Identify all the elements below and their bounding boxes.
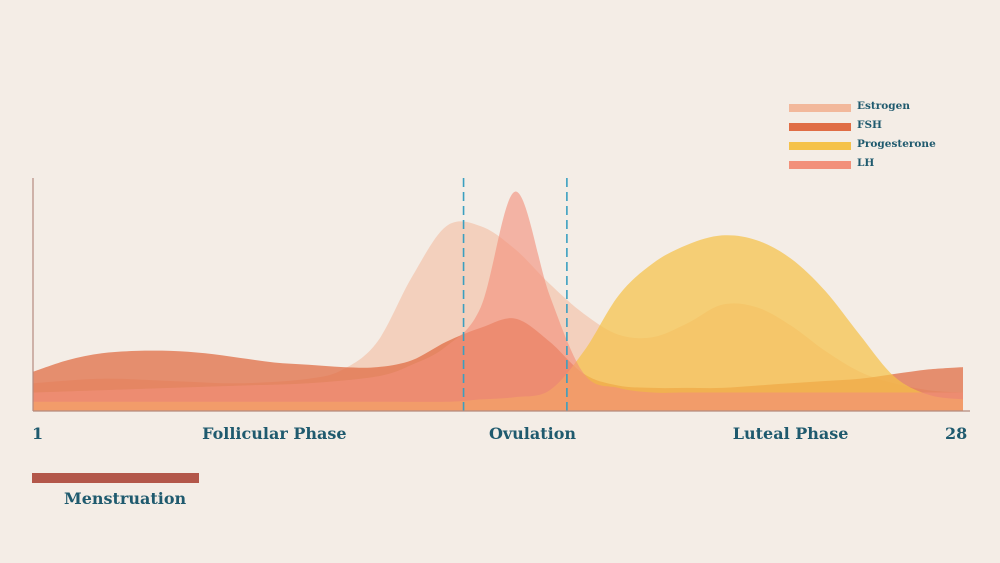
legend-swatch-estrogen (789, 104, 851, 112)
legend-swatch-lh (789, 161, 851, 169)
menstruation-label: Menstruation (64, 489, 187, 508)
x-tick-label-start: 1 (32, 424, 44, 443)
menstruation-bar (32, 473, 199, 483)
phase-label-luteal: Luteal Phase (732, 424, 849, 443)
legend-swatch-progesterone (789, 142, 851, 150)
legend-label-lh: LH (857, 157, 875, 169)
series-area-progesterone (33, 235, 963, 411)
phase-label-ovulation: Ovulation (488, 424, 577, 443)
legend-item-estrogen: Estrogen (789, 100, 959, 119)
ovulation-markers (462, 178, 568, 411)
axes (32, 178, 970, 412)
legend-label-estrogen: Estrogen (857, 100, 910, 112)
legend-swatch-fsh (789, 123, 851, 131)
series-areas (33, 191, 963, 411)
legend-label-progesterone: Progesterone (857, 138, 936, 150)
legend-label-fsh: FSH (857, 119, 882, 131)
legend-item-progesterone: Progesterone (789, 138, 959, 157)
legend-item-lh: LH (789, 157, 959, 176)
series-area-lh (33, 191, 963, 411)
chart-legend: Estrogen FSH Progesterone LH (789, 100, 959, 176)
phase-label-follicular: Follicular Phase (202, 424, 347, 443)
legend-item-fsh: FSH (789, 119, 959, 138)
x-tick-label-end: 28 (945, 424, 968, 443)
